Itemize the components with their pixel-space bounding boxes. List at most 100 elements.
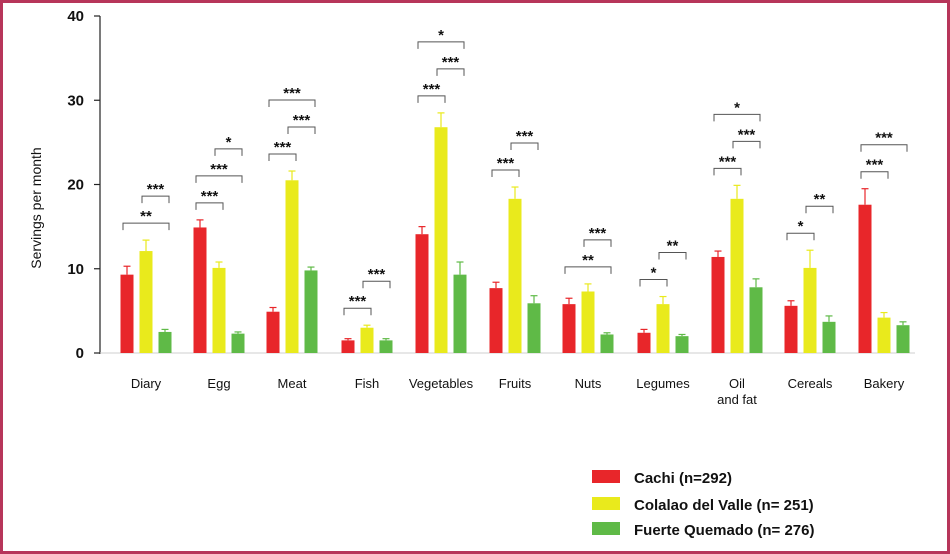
- x-tick-label: Fruits: [499, 376, 532, 391]
- bar: [434, 127, 448, 354]
- x-tick-label: Legumes: [636, 376, 690, 391]
- bar: [527, 303, 541, 353]
- x-tick-label: Vegetables: [409, 376, 474, 391]
- significance-label: ***: [423, 81, 441, 98]
- bar: [581, 291, 595, 353]
- bar: [304, 270, 318, 353]
- significance-label: ***: [274, 139, 292, 156]
- significance-label: *: [651, 265, 657, 282]
- significance-label: **: [814, 191, 826, 208]
- legend-swatch: [592, 522, 620, 535]
- legend-label: Colalao del Valle (n= 251): [634, 497, 814, 514]
- significance-bracket: [713, 113, 761, 122]
- significance-label: ***: [147, 181, 165, 198]
- significance-bracket: [214, 148, 243, 156]
- x-tick-label: and fat: [717, 392, 757, 407]
- bar: [489, 288, 503, 353]
- significance-bracket: [417, 95, 446, 103]
- significance-bracket: [491, 169, 520, 178]
- x-tick-label: Egg: [207, 376, 230, 391]
- significance-label: **: [667, 238, 679, 255]
- significance-label: *: [438, 27, 444, 44]
- y-axis-label: Servings per month: [28, 147, 44, 268]
- bar: [562, 304, 576, 353]
- bar: [360, 327, 374, 353]
- significance-label: ***: [442, 54, 460, 71]
- y-tick-label: 40: [67, 8, 84, 25]
- significance-bracket: [805, 205, 834, 214]
- x-tick-label: Bakery: [864, 376, 905, 391]
- significance-bracket: [564, 266, 612, 274]
- y-tick-label: 30: [67, 92, 84, 109]
- bar: [822, 321, 836, 353]
- significance-label: ***: [589, 225, 607, 242]
- x-tick-label: Oil: [729, 376, 745, 391]
- bar: [212, 267, 226, 353]
- bar: [231, 333, 245, 353]
- significance-label: **: [582, 252, 594, 269]
- significance-label: ***: [293, 112, 311, 129]
- significance-bracket: [417, 41, 465, 49]
- bar: [285, 180, 299, 353]
- x-tick-label: Fish: [355, 376, 380, 391]
- significance-bracket: [639, 279, 668, 287]
- significance-bracket: [583, 239, 612, 247]
- legend-swatch: [592, 497, 620, 510]
- significance-bracket: [287, 126, 316, 135]
- bar: [120, 274, 134, 353]
- significance-bracket: [510, 142, 539, 151]
- significance-label: ***: [866, 157, 884, 174]
- significance-bracket: [268, 153, 297, 162]
- significance-label: ***: [516, 128, 534, 145]
- bar: [193, 227, 207, 353]
- significance-label: ***: [283, 85, 301, 102]
- significance-label: ***: [738, 126, 756, 143]
- significance-label: ***: [210, 161, 228, 178]
- significance-label: ***: [201, 188, 219, 205]
- bar: [415, 234, 429, 353]
- bar: [266, 311, 280, 353]
- bar: [896, 325, 910, 353]
- bar: [158, 331, 172, 353]
- significance-bracket: [195, 175, 243, 183]
- significance-label: ***: [719, 153, 737, 170]
- significance-label: ***: [875, 130, 893, 147]
- bar: [600, 334, 614, 353]
- bar: [749, 287, 763, 353]
- y-tick-label: 0: [76, 345, 84, 362]
- bar: [675, 336, 689, 353]
- significance-label: **: [140, 208, 152, 225]
- x-tick-label: Diary: [131, 376, 162, 391]
- bar: [341, 340, 355, 353]
- x-tick-label: Nuts: [575, 376, 602, 391]
- significance-label: *: [226, 134, 232, 151]
- bar: [730, 198, 744, 353]
- bar: [803, 267, 817, 353]
- significance-bracket: [658, 252, 687, 260]
- bar: [784, 305, 798, 353]
- bar: [379, 340, 393, 353]
- bar: [858, 204, 872, 353]
- significance-bracket: [860, 144, 908, 152]
- significance-bracket: [713, 167, 742, 176]
- bar: [877, 317, 891, 353]
- significance-bracket: [860, 171, 889, 179]
- significance-bracket: [732, 140, 761, 149]
- bar: [453, 274, 467, 353]
- significance-label: *: [734, 99, 740, 116]
- legend-label: Cachi (n=292): [634, 470, 732, 487]
- significance-bracket: [268, 99, 316, 108]
- significance-bracket: [122, 222, 170, 231]
- bar: [656, 304, 670, 353]
- significance-bracket: [786, 232, 815, 241]
- y-tick-label: 10: [67, 261, 84, 278]
- significance-label: ***: [368, 266, 386, 283]
- x-tick-label: Cereals: [788, 376, 833, 391]
- bar: [508, 198, 522, 353]
- significance-bracket: [436, 68, 465, 76]
- significance-bracket: [362, 280, 391, 289]
- y-tick-label: 20: [67, 177, 84, 194]
- legend-label: Fuerte Quemado (n= 276): [634, 522, 814, 539]
